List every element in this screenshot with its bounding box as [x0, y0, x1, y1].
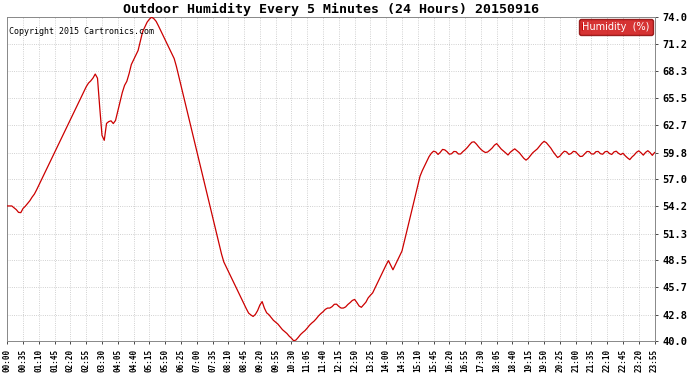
- Title: Outdoor Humidity Every 5 Minutes (24 Hours) 20150916: Outdoor Humidity Every 5 Minutes (24 Hou…: [123, 3, 539, 16]
- Legend: Humidity  (%): Humidity (%): [580, 19, 653, 35]
- Text: Copyright 2015 Cartronics.com: Copyright 2015 Cartronics.com: [8, 27, 154, 36]
